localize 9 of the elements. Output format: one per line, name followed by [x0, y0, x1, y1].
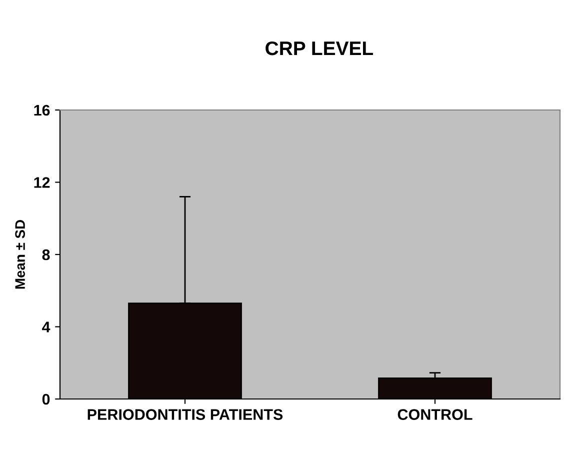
x-tick-label: PERIODONTITIS PATIENTS: [88, 409, 283, 420]
y-tick-label: 12: [34, 177, 50, 188]
y-tick-label: 0: [42, 394, 50, 405]
x-tick-label: CONTROL: [398, 409, 472, 420]
y-tick-label: 8: [42, 249, 50, 260]
y-axis-title: Mean ± SD: [15, 220, 25, 289]
y-tick-label: 4: [42, 322, 50, 332]
y-tick-label: 16: [34, 104, 50, 116]
chart-title: CRP LEVEL: [266, 41, 373, 56]
